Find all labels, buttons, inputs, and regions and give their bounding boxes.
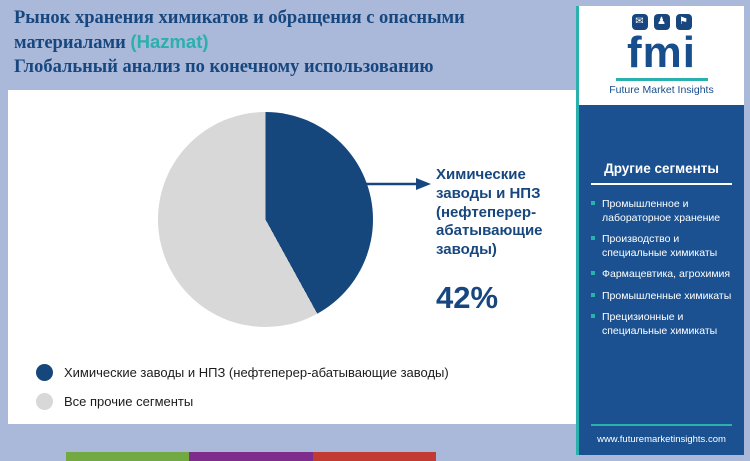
legend-label: Все прочие сегменты bbox=[64, 394, 194, 409]
pie-slice-value: 42% bbox=[436, 280, 499, 315]
bullet-icon bbox=[591, 271, 595, 276]
bullet-icon bbox=[591, 200, 595, 205]
pie-chart bbox=[158, 112, 373, 327]
sidebar-heading: Другие сегменты bbox=[591, 161, 732, 185]
logo-underline bbox=[615, 77, 708, 81]
title-line-2: материалами (Hazmat) bbox=[14, 30, 570, 55]
legend-swatch-blue-icon bbox=[36, 364, 53, 381]
list-item: Промышленное и лабораторное хранение bbox=[591, 197, 732, 225]
legend-label: Химические заводы и НПЗ (нефтеперер-абат… bbox=[64, 365, 449, 380]
sidebar: ✉ ♟ ⚑ fmi Future Market Insights Другие … bbox=[576, 6, 744, 455]
title-line-3: Глобальный анализ по конечному использов… bbox=[14, 57, 434, 78]
logo-subtitle: Future Market Insights bbox=[609, 83, 714, 96]
other-segments-list: Промышленное и лабораторное хранение Про… bbox=[591, 197, 732, 345]
bullet-icon bbox=[591, 236, 595, 241]
person-icon: ♟ bbox=[653, 14, 670, 30]
chart-legend: Химические заводы и НПЗ (нефтеперер-абат… bbox=[36, 352, 449, 410]
legend-item: Химические заводы и НПЗ (нефтеперер-абат… bbox=[36, 364, 449, 381]
legend-item: Все прочие сегменты bbox=[36, 393, 449, 410]
list-item-label: Промышленные химикаты bbox=[602, 289, 732, 302]
logo-text: fmi bbox=[627, 28, 696, 77]
list-item: Производство и специальные химикаты bbox=[591, 232, 732, 260]
chat-icon: ✉ bbox=[631, 14, 648, 30]
bullet-icon bbox=[591, 313, 595, 318]
stripe-purple bbox=[189, 452, 313, 461]
sidebar-body: Другие сегменты Промышленное и лаборатор… bbox=[579, 104, 744, 455]
website-link[interactable]: www.futuremarketinsights.com bbox=[591, 424, 732, 455]
stripe-green bbox=[66, 452, 190, 461]
title-line-1: Рынок хранения химикатов и обращения с о… bbox=[14, 8, 465, 28]
callout-arrow-icon bbox=[354, 176, 432, 197]
legend-swatch-gray-icon bbox=[36, 393, 53, 410]
list-item: Фармацевтика, агрохимия bbox=[591, 267, 732, 281]
footer-stripes bbox=[8, 452, 436, 461]
title-hazmat-highlight: (Hazmat) bbox=[130, 31, 209, 53]
pie-slice-label: Химические заводы и НПЗ (нефтеперер-абат… bbox=[436, 166, 543, 258]
list-item-label: Фармацевтика, агрохимия bbox=[602, 268, 731, 281]
list-item: Прецизионные и специальные химикаты bbox=[591, 310, 732, 338]
flag-icon: ⚑ bbox=[675, 14, 692, 30]
list-item: Промышленные химикаты bbox=[591, 289, 732, 303]
stripe-red bbox=[312, 452, 436, 461]
chart-card: Химические заводы и НПЗ (нефтеперер-абат… bbox=[8, 90, 578, 424]
page-title: Рынок хранения химикатов и обращения с о… bbox=[14, 6, 570, 79]
title-line-2-text: материалами bbox=[14, 33, 131, 54]
list-item-label: Промышленное и лабораторное хранение bbox=[602, 197, 721, 224]
fmi-logo: ✉ ♟ ⚑ fmi Future Market Insights bbox=[579, 6, 744, 105]
list-item-label: Производство и специальные химикаты bbox=[602, 233, 718, 260]
list-item-label: Прецизионные и специальные химикаты bbox=[602, 310, 718, 337]
logo-icons: ✉ ♟ ⚑ bbox=[585, 14, 738, 30]
stripe-gap bbox=[8, 452, 66, 461]
bullet-icon bbox=[591, 292, 595, 297]
